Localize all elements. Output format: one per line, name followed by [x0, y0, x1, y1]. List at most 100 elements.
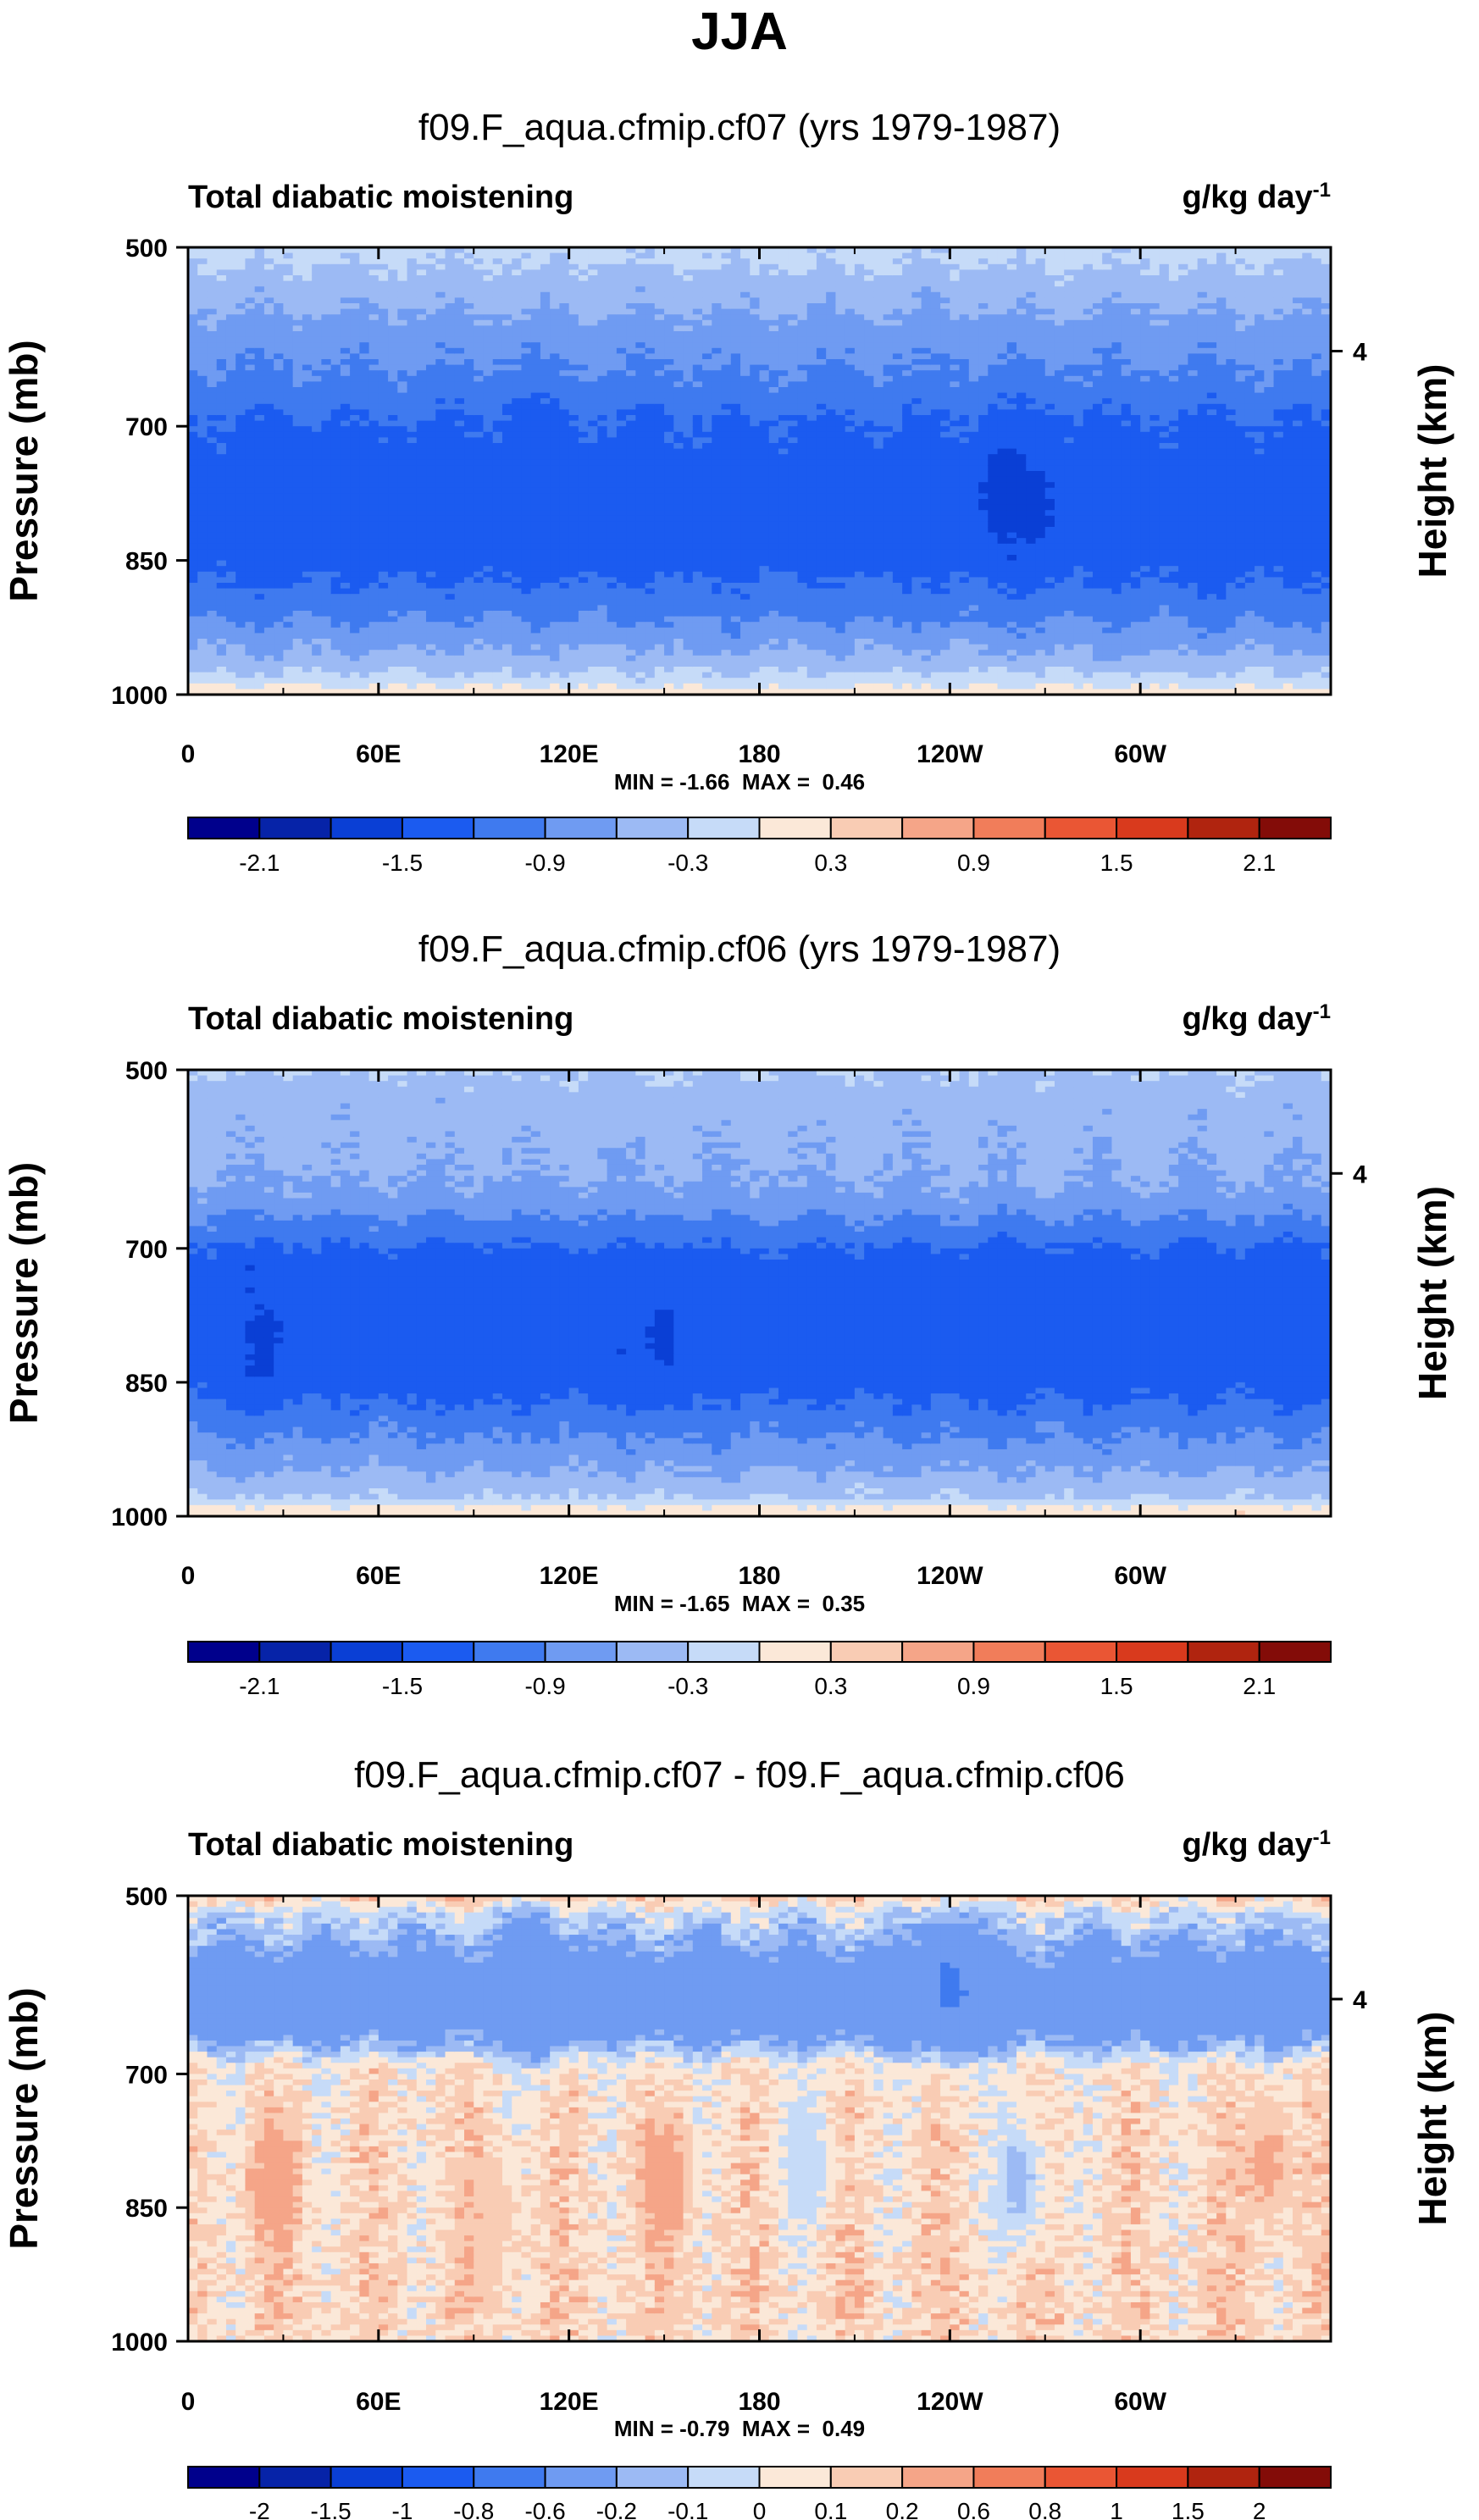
field-cell [426, 633, 436, 639]
field-cell [483, 342, 493, 348]
field-cell [645, 264, 656, 270]
field-cell [607, 421, 618, 427]
field-cell [312, 415, 322, 421]
field-cell [217, 667, 227, 673]
field-cell [559, 471, 569, 477]
field-cell [655, 645, 665, 651]
field-cell [512, 482, 522, 488]
field-cell [245, 253, 255, 259]
field-cell [188, 415, 198, 421]
field-cell [550, 589, 560, 595]
field-cell [188, 549, 198, 555]
field-cell [512, 673, 522, 678]
field-cell [512, 348, 522, 354]
field-cell [626, 443, 636, 449]
field-cell [417, 516, 427, 522]
field-cell [446, 516, 456, 522]
field-cell [531, 303, 541, 309]
field-cell [645, 432, 656, 438]
field-cell [302, 337, 313, 343]
field-cell [512, 320, 522, 326]
field-cell [502, 572, 512, 578]
field-cell [655, 572, 665, 578]
field-cell [379, 359, 389, 365]
field-cell [588, 303, 598, 309]
field-cell [217, 348, 227, 354]
field-cell [369, 617, 379, 623]
field-cell [426, 387, 436, 393]
field-cell [455, 309, 465, 315]
field-cell [559, 555, 569, 561]
field-cell [455, 499, 465, 505]
field-cell [321, 264, 331, 270]
field-cell [274, 253, 284, 259]
field-cell [302, 404, 313, 410]
field-cell [226, 465, 236, 471]
field-cell [397, 269, 407, 275]
field-cell [464, 387, 474, 393]
field-cell [255, 286, 265, 292]
field-cell [264, 432, 274, 438]
field-cell [283, 521, 293, 527]
field-cell [302, 365, 313, 371]
field-cell [379, 533, 389, 539]
field-cell [388, 605, 398, 611]
field-cell [483, 600, 493, 606]
field-cell [207, 577, 217, 583]
field-cell [264, 471, 274, 477]
field-cell [245, 370, 255, 376]
field-cell [512, 555, 522, 561]
field-cell [426, 594, 436, 600]
field-cell [217, 404, 227, 410]
field-cell [464, 404, 474, 410]
field-cell [388, 404, 398, 410]
field-cell [255, 538, 265, 544]
field-cell [626, 314, 636, 320]
field-cell [607, 521, 618, 527]
field-cell [655, 667, 665, 673]
field-cell [512, 617, 522, 623]
field-cell [474, 398, 484, 404]
field-cell [559, 309, 569, 315]
field-cell [502, 583, 512, 589]
field-cell [255, 622, 265, 628]
field-cell [483, 348, 493, 354]
field-cell [550, 661, 560, 667]
field-cell [188, 527, 198, 533]
field-cell [540, 673, 551, 678]
field-cell [617, 538, 627, 544]
field-cell [350, 409, 360, 415]
field-cell [569, 331, 579, 337]
field-cell [293, 521, 303, 527]
field-cell [245, 404, 255, 410]
field-cell [312, 443, 322, 449]
field-cell [569, 667, 579, 673]
field-cell [341, 325, 351, 331]
field-cell [550, 471, 560, 477]
field-cell [531, 387, 541, 393]
field-cell [540, 622, 551, 628]
field-cell [617, 505, 627, 511]
field-cell [207, 611, 217, 617]
field-cell [350, 454, 360, 460]
field-cell [550, 460, 560, 466]
field-cell [483, 376, 493, 382]
field-cell [379, 387, 389, 393]
field-cell [302, 611, 313, 617]
field-cell [579, 639, 589, 645]
field-cell [588, 622, 598, 628]
field-cell [474, 320, 484, 326]
field-cell [226, 533, 236, 539]
field-cell [379, 477, 389, 483]
field-cell [407, 622, 418, 628]
field-cell [569, 320, 579, 326]
field-cell [197, 521, 208, 527]
field-cell [312, 404, 322, 410]
field-cell [359, 325, 369, 331]
field-cell [207, 482, 217, 488]
field-cell [455, 656, 465, 662]
field-cell [435, 645, 446, 651]
field-cell [426, 549, 436, 555]
field-cell [369, 437, 379, 443]
field-cell [226, 342, 236, 348]
